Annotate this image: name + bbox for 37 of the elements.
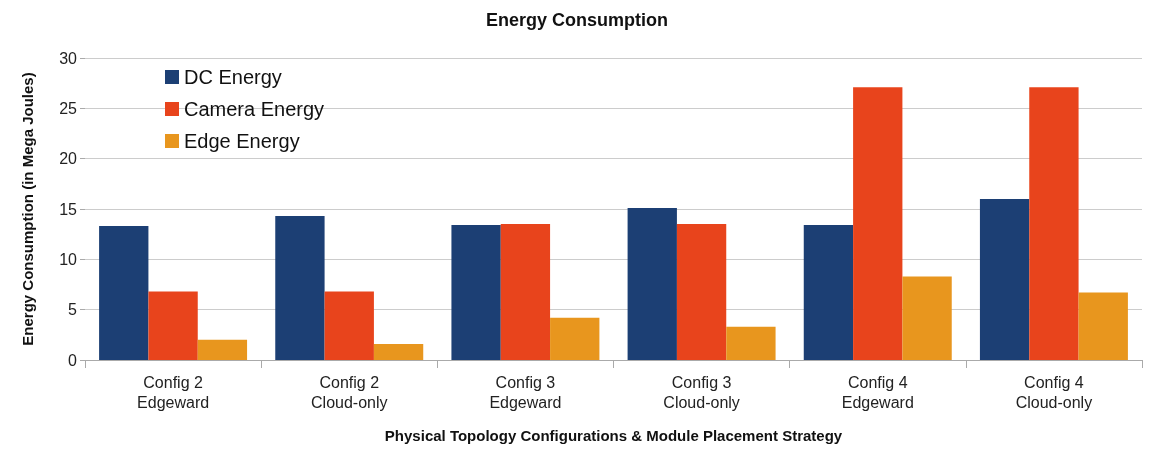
legend-label: DC Energy [184,66,282,88]
x-tick-label: Config 4 Edgeward [841,373,914,411]
bar [853,87,903,360]
bar [1029,87,1079,360]
bar [627,207,677,360]
bar [676,224,727,360]
bar [148,291,198,360]
chart-title: Energy Consumption [485,10,669,30]
bar [979,198,1030,360]
bar [500,224,551,360]
bar [803,225,854,360]
legend-label: Camera Energy [184,98,325,120]
bar [902,276,952,360]
bar [1078,292,1128,360]
y-tick-label: 20 [59,150,78,168]
bar [324,291,374,360]
y-tick-label: 0 [68,351,78,369]
bar [726,326,776,360]
bar [275,216,325,360]
x-tick-label: Config 3 Cloud-only [663,373,740,411]
y-tick-label: 5 [68,301,78,319]
y-axis-title: Energy Consumption (in Mega Joules) [19,72,36,346]
y-tick-label: 10 [59,250,78,268]
x-axis-title: Physical Topology Configurations & Module Placement Strategy [384,427,843,444]
bar [99,226,149,360]
y-tick-label: 15 [59,200,78,218]
legend-label: Edge Energy [184,130,300,152]
y-tick-label: 25 [59,99,78,117]
bar [373,343,424,360]
x-tick-label: Config 2 Edgeward [137,373,210,411]
x-tick-label: Config 2 Cloud-only [311,373,388,411]
bar [197,339,248,360]
y-tick-label: 30 [59,49,78,67]
bar [451,225,501,360]
x-tick-label: Config 4 Cloud-only [1015,373,1093,411]
x-tick-label: Config 3 Edgeward [489,373,562,411]
bar [550,317,600,360]
